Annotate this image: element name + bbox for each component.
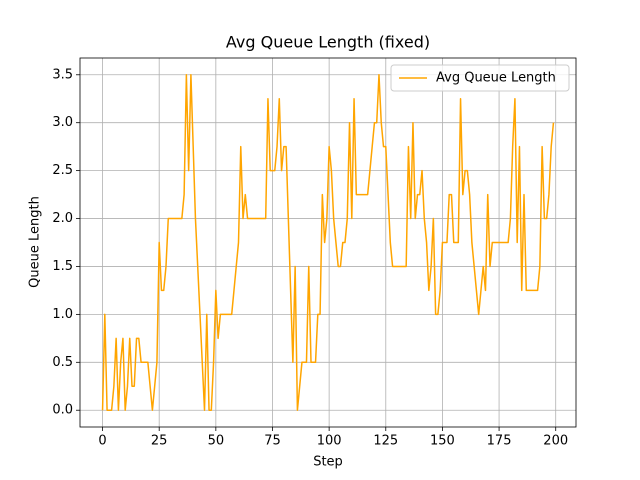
y-tick-label: 1.0 <box>52 307 73 322</box>
y-axis-label: Queue Length <box>28 196 43 288</box>
y-tick-label: 0.5 <box>52 355 73 370</box>
x-axis-label: Step <box>313 455 343 470</box>
x-tick-label: 150 <box>430 434 455 449</box>
y-tick-label: 1.5 <box>52 259 73 274</box>
x-tick-label: 50 <box>208 434 225 449</box>
y-tick-label: 2.5 <box>52 163 73 178</box>
chart-title: Avg Queue Length (fixed) <box>226 33 430 52</box>
y-tick-label: 3.0 <box>52 115 73 130</box>
x-tick-label: 200 <box>543 434 568 449</box>
axes-frame <box>79 57 577 428</box>
x-tick-label: 100 <box>317 434 342 449</box>
legend-box <box>390 64 570 92</box>
x-tick-label: 175 <box>487 434 512 449</box>
legend-label: Avg Queue Length <box>436 71 556 86</box>
x-tick-label: 0 <box>98 434 106 449</box>
y-tick-label: 2.0 <box>52 211 73 226</box>
x-tick-label: 125 <box>373 434 398 449</box>
y-tick-label: 0.0 <box>52 403 73 418</box>
data-line <box>101 74 555 411</box>
x-tick-label: 75 <box>264 434 281 449</box>
x-tick-label: 25 <box>151 434 168 449</box>
y-tick-label: 3.5 <box>52 67 73 82</box>
